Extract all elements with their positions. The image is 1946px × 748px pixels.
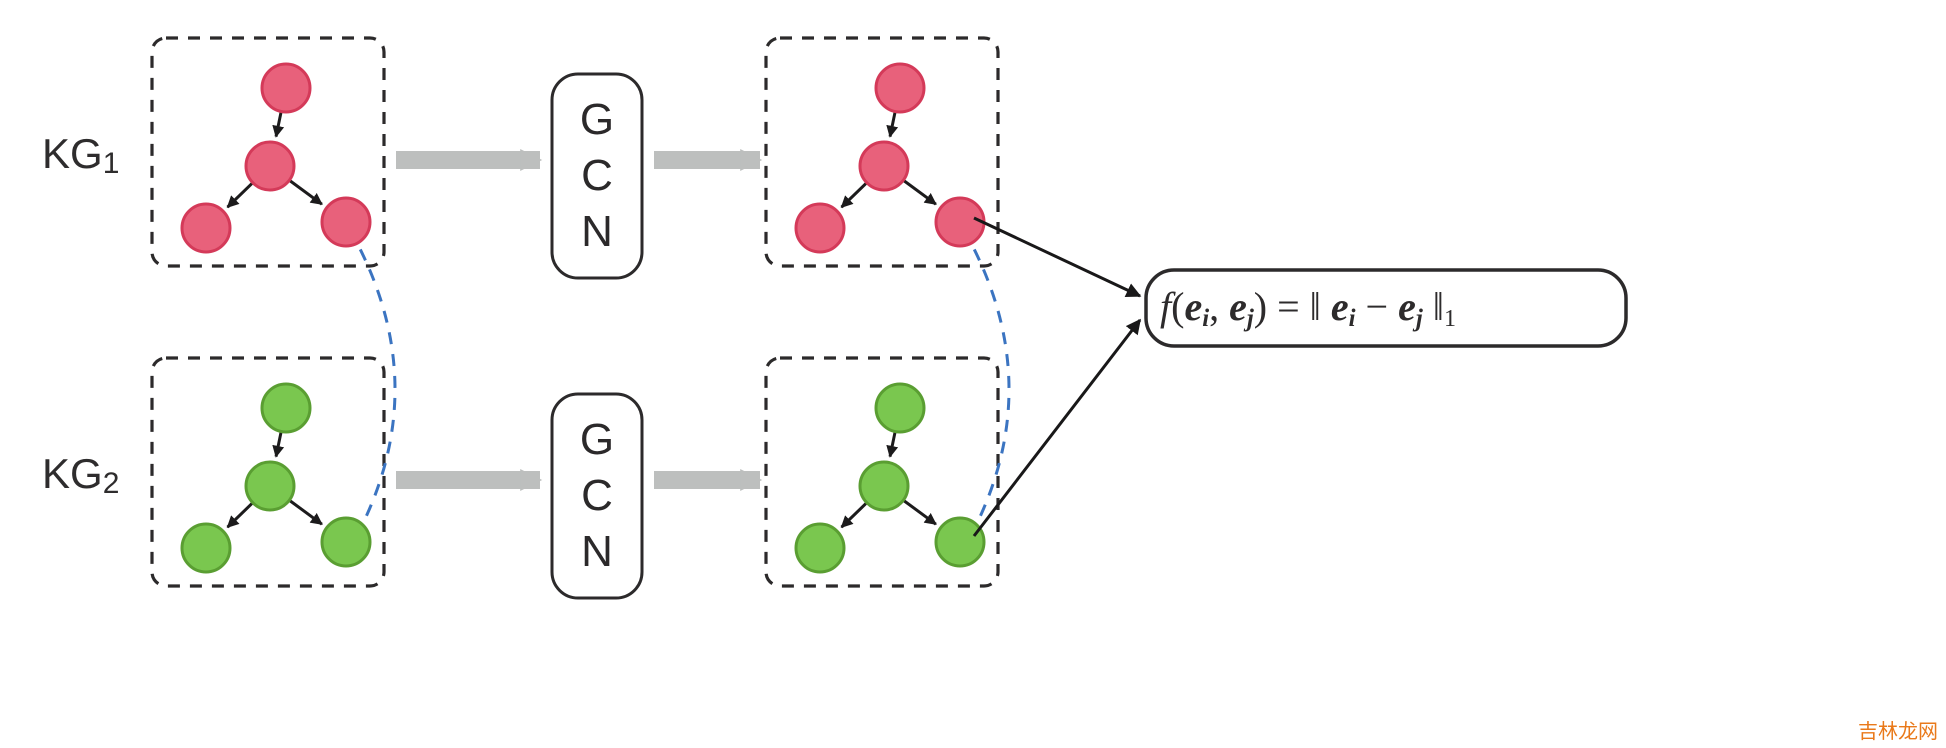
graph-node [936, 198, 984, 246]
gcn-label: G [580, 415, 614, 464]
gcn-label: N [581, 207, 613, 256]
kg-label: KG2 [42, 450, 119, 500]
gcn-label: C [581, 471, 613, 520]
diagram-svg: GCNGCNf(ei, ej) = ‖ ei − ej ‖1KG1KG2 [0, 0, 1946, 748]
graph-node [936, 518, 984, 566]
gcn-label: G [580, 95, 614, 144]
graph-edge [228, 183, 253, 207]
graph-edge [289, 180, 322, 204]
graph-edge [842, 503, 867, 527]
graph-edge [842, 183, 867, 207]
graph-node [876, 384, 924, 432]
graph-edge [289, 500, 322, 524]
graph-node [860, 462, 908, 510]
graph-edge [903, 180, 936, 204]
graph-node [860, 142, 908, 190]
gcn-label: N [581, 527, 613, 576]
graph-edge [276, 112, 281, 137]
gcn-label: C [581, 151, 613, 200]
graph-node [876, 64, 924, 112]
graph-edge [903, 500, 936, 524]
graph-node [262, 64, 310, 112]
kg-label: KG1 [42, 130, 119, 180]
diagram-canvas: GCNGCNf(ei, ej) = ‖ ei − ej ‖1KG1KG2 吉林龙… [0, 0, 1946, 748]
graph-edge [228, 503, 253, 527]
graph-edge [890, 112, 895, 137]
graph-node [262, 384, 310, 432]
output-arrow [974, 218, 1140, 296]
graph-node [182, 204, 230, 252]
graph-node [796, 524, 844, 572]
graph-edge [276, 432, 281, 457]
graph-node [246, 462, 294, 510]
graph-edge [890, 432, 895, 457]
graph-node [796, 204, 844, 252]
graph-node [182, 524, 230, 572]
graph-node [322, 198, 370, 246]
graph-node [246, 142, 294, 190]
output-arrow [974, 320, 1140, 536]
watermark: 吉林龙网 [1858, 715, 1938, 744]
alignment-link [350, 230, 395, 548]
graph-node [322, 518, 370, 566]
